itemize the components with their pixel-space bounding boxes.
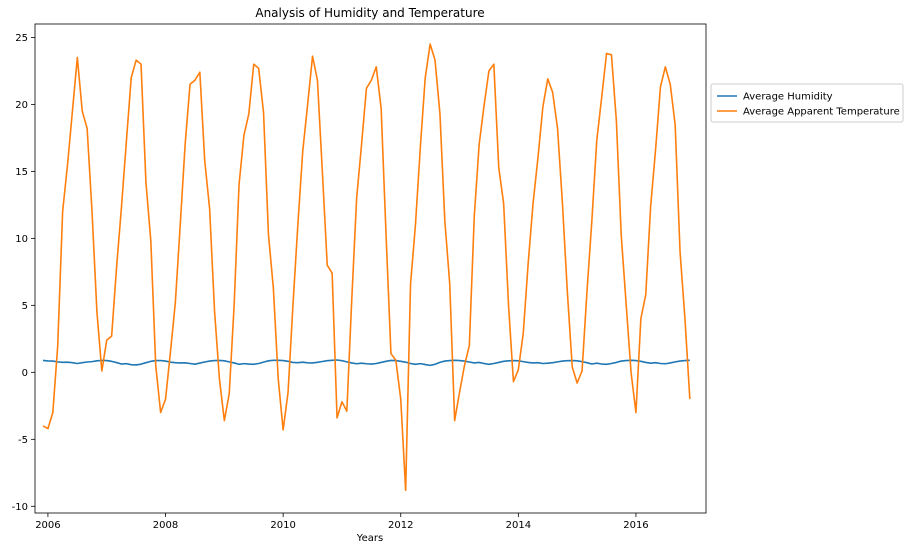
y-tick-label: 15 — [15, 167, 28, 178]
x-tick-label: 2008 — [153, 520, 178, 531]
plot-frame — [34, 23, 707, 514]
x-tick-label: 2016 — [623, 520, 648, 531]
y-tick-label: 0 — [22, 368, 28, 379]
y-tick-label: 20 — [15, 100, 28, 111]
x-tick-label: 2012 — [388, 520, 413, 531]
y-tick-label: 5 — [22, 301, 28, 312]
chart-title: Analysis of Humidity and Temperature — [255, 6, 484, 20]
y-tick-label: -5 — [18, 435, 28, 446]
legend-label: Average Humidity — [743, 92, 833, 103]
x-axis-label: Years — [356, 533, 383, 544]
x-tick-label: 2014 — [506, 520, 531, 531]
legend: Average Humidity Average Apparent Tempera… — [710, 83, 904, 123]
x-tick-label: 2006 — [35, 520, 60, 531]
y-tick-label: 25 — [15, 33, 28, 44]
y-tick-label: 10 — [15, 234, 28, 245]
legend-label: Average Apparent Temperature — [743, 107, 900, 118]
series-line-apparent-temperature — [42, 43, 691, 492]
y-tick-label: -10 — [12, 502, 28, 513]
x-tick-label: 2010 — [270, 520, 295, 531]
legend-box — [710, 83, 904, 123]
series-line-humidity — [42, 359, 690, 367]
plot-area: -10 -5 0 5 10 15 20 25 2006 2008 2010 2012 2014 2016 — [12, 23, 707, 531]
